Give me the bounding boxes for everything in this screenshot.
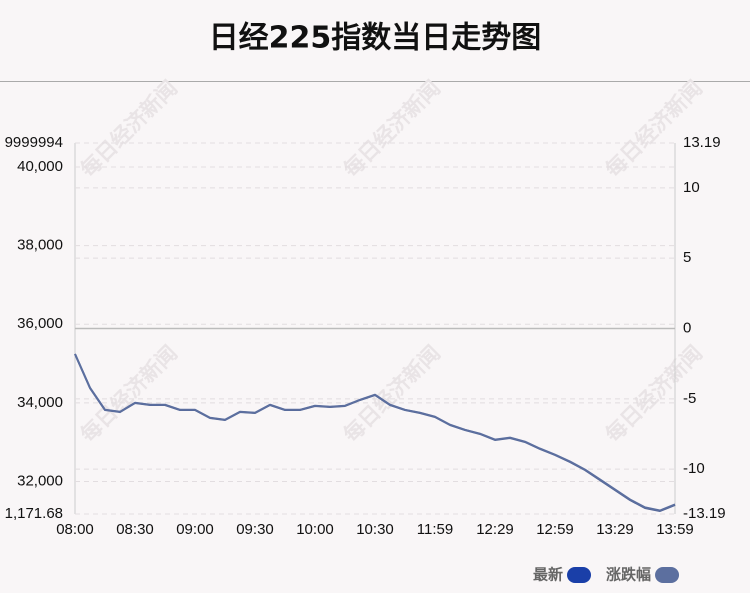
y-tick-label: 9999994 <box>5 134 63 151</box>
x-tick-label: 10:00 <box>296 521 334 538</box>
series-line <box>74 353 676 512</box>
legend-label: 最新 <box>533 566 563 584</box>
x-tick-label: 10:30 <box>356 521 394 538</box>
x-tick-label: 12:29 <box>476 521 514 538</box>
y2-tick-label: 10 <box>683 179 700 196</box>
y-tick-label: 32,000 <box>17 472 63 489</box>
y-tick-label: 38,000 <box>17 237 63 254</box>
y-tick-label: 34,000 <box>17 394 63 411</box>
y2-tick-label: -10 <box>683 460 705 477</box>
y-tick-label: 1,171.68 <box>5 505 63 522</box>
x-tick-label: 09:00 <box>176 521 214 538</box>
x-tick-label: 09:30 <box>236 521 274 538</box>
y2-tick-label: 13.19 <box>683 134 721 151</box>
y2-tick-label: -13.19 <box>683 505 726 522</box>
y-tick-label: 40,000 <box>17 158 63 175</box>
legend-label: 涨跌幅 <box>606 566 651 584</box>
x-tick-label: 12:59 <box>536 521 574 538</box>
x-tick-label: 13:29 <box>596 521 634 538</box>
y2-tick-label: 5 <box>683 249 691 266</box>
x-tick-label: 13:59 <box>656 521 694 538</box>
legend-swatch <box>655 567 680 583</box>
y2-tick-label: 0 <box>683 319 691 336</box>
chart-title: 日经225指数当日走势图 <box>209 21 542 56</box>
y-tick-label: 36,000 <box>17 315 63 332</box>
legend-swatch <box>567 567 592 583</box>
x-tick-label: 08:30 <box>116 521 154 538</box>
y2-tick-label: -5 <box>683 390 696 407</box>
x-tick-label: 08:00 <box>56 521 94 538</box>
x-tick-label: 11:59 <box>417 521 453 538</box>
